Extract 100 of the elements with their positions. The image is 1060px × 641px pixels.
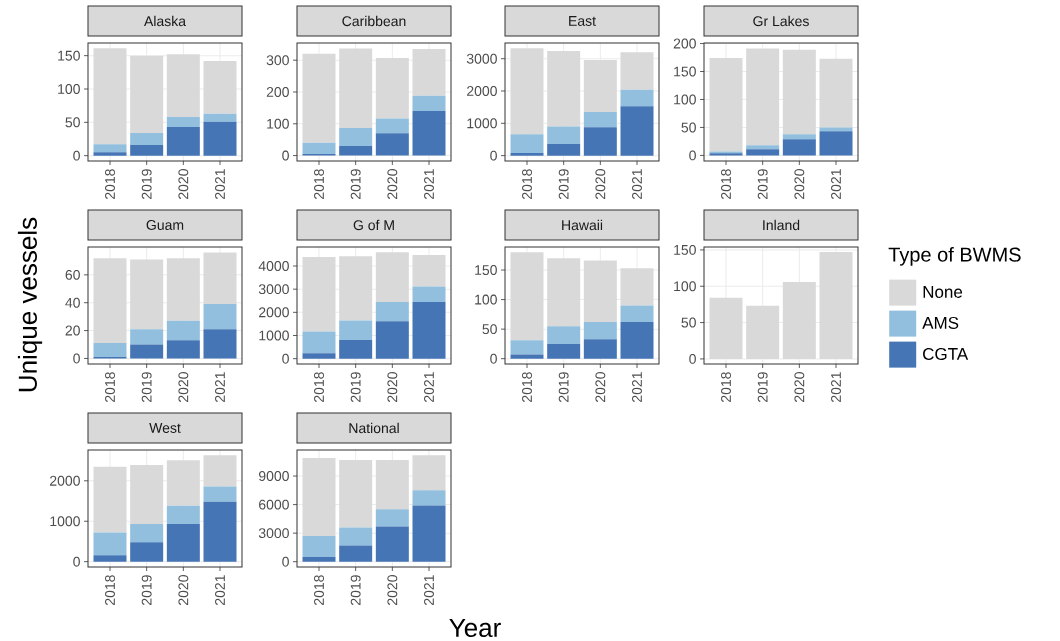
chart-title: East [569,16,596,26]
bar [203,61,237,114]
bar [583,59,617,113]
chart-title: Guam [146,220,184,230]
y-tick-label: 50 [65,117,80,128]
bar [130,465,164,525]
bar [746,305,780,359]
y-tick-label: 1000 [259,330,289,341]
bar [510,48,544,135]
bar [166,117,200,127]
bar [412,111,446,156]
bar [547,126,581,144]
bar [375,133,409,156]
y-tick-label: 0 [490,353,497,364]
bar [93,343,127,358]
y-tick-label: 1000 [50,516,80,527]
y-tick-label: 100 [267,118,289,129]
bar [166,320,200,341]
bar [412,255,446,287]
x-axis-title: Year [449,618,501,638]
bar [339,459,373,528]
y-tick-label: 0 [282,150,289,161]
bar [130,145,164,156]
bar [510,153,544,156]
y-tick-label: 300 [266,55,289,66]
x-tick-label: 2019 [350,169,361,199]
bar [93,258,127,344]
bar [339,127,373,147]
bar [746,48,780,146]
bar [339,545,373,562]
x-tick-label: 2018 [314,372,324,402]
bar [203,304,237,330]
bar [302,142,336,154]
bar [339,527,373,546]
y-tick-label: 150 [475,265,497,276]
bar [620,106,654,156]
y-tick-label: 2000 [259,307,289,318]
x-tick-label: 2020 [178,575,189,605]
x-tick-label: 2020 [794,372,805,402]
chart-title: Alaska [144,15,187,27]
y-tick-label: 100 [674,281,696,292]
y-tick-label: 100 [58,84,80,94]
chart-title: West [149,423,181,433]
bar [375,526,409,562]
x-tick-label: 2021 [215,169,225,199]
y-tick-label: 3000 [466,53,497,64]
bar [93,466,127,533]
bar [709,297,743,359]
bar [130,329,164,345]
x-tick-label: 2021 [424,169,434,199]
x-tick-label: 2019 [558,169,569,199]
x-tick-label: 2021 [632,372,642,402]
y-tick-label: 150 [674,66,696,77]
y-tick-label: 6000 [259,499,289,510]
bar [746,145,780,150]
bar [547,258,581,327]
x-tick-label: 2021 [424,372,434,402]
bar [547,326,581,344]
x-tick-label: 2019 [141,575,152,605]
bar [510,354,544,359]
bar [375,509,409,527]
bar [130,344,164,359]
bar [93,532,127,556]
legend-title: Type of BWMS [888,247,1021,266]
bar [302,457,336,536]
bar [583,322,617,340]
bar [412,95,446,112]
bar [166,258,200,321]
y-tick-label: 2000 [467,86,497,96]
y-tick-label: 0 [490,150,497,161]
x-tick-label: 2018 [105,169,115,199]
chart-title: Inland [763,219,800,231]
bar [375,118,409,134]
y-tick-label: 2000 [50,475,80,486]
bar [93,48,127,145]
y-tick-label: 100 [475,294,497,305]
bar [583,339,617,359]
x-tick-label: 2021 [831,169,841,199]
bar [130,55,164,133]
y-tick-label: 150 [674,244,696,255]
x-tick-label: 2018 [105,575,115,605]
x-tick-label: 2018 [314,575,324,605]
bar [339,146,373,156]
bar [709,58,743,152]
y-tick-label: 100 [674,94,696,105]
x-tick-label: 2018 [721,169,731,199]
bar [166,340,200,359]
bar [375,252,409,302]
bar [412,505,446,562]
bar [583,127,617,156]
y-tick-label: 3000 [258,528,289,539]
bar [130,542,164,562]
x-tick-label: 2021 [632,169,642,199]
y-tick-label: 0 [689,353,696,364]
x-tick-label: 2018 [721,372,731,402]
bar [203,486,237,502]
x-tick-label: 2020 [387,575,398,605]
bar [782,49,816,135]
bar [510,134,544,154]
x-tick-label: 2021 [215,575,225,605]
